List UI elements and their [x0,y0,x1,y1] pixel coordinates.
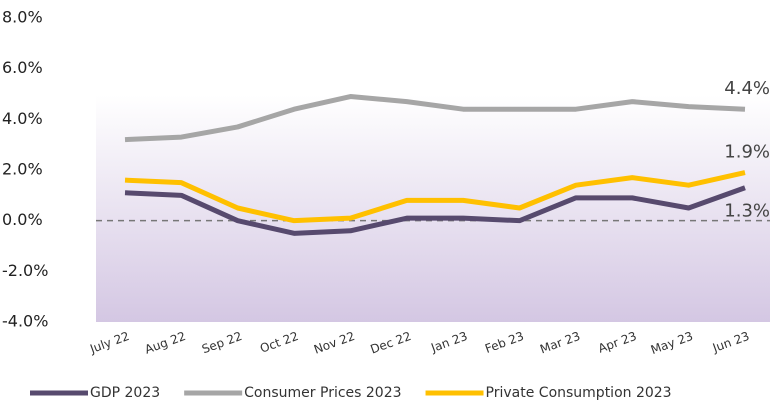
legend-label: Private Consumption 2023 [486,385,672,401]
x-tick-label: Sep 22 [200,329,244,356]
series-line [124,185,746,236]
x-tick-label: Feb 23 [483,329,526,356]
x-tick-label: Apr 23 [596,329,638,356]
legend-label: Consumer Prices 2023 [244,385,401,401]
legend-label: GDP 2023 [90,385,160,401]
y-tick-label: 0.0% [2,210,43,229]
series-line [124,94,746,143]
data-label: 1.3% [724,201,770,222]
x-tick-label: Mar 23 [538,329,582,356]
x-tick-label: Jan 23 [428,329,469,355]
x-tick-label: Aug 22 [143,329,188,357]
x-tick-label: July 22 [87,329,131,356]
y-tick-label: -4.0% [2,312,48,331]
y-tick-label: 2.0% [2,160,43,179]
series-line [124,170,746,224]
y-tick-label: 6.0% [2,58,43,77]
y-tick-label: 4.0% [2,109,43,128]
plot-background [96,95,770,322]
x-tick-label: Oct 22 [258,329,300,356]
y-tick-label: 8.0% [2,8,43,27]
x-tick-label: Jun 23 [710,329,751,355]
y-tick-label: -2.0% [2,261,48,280]
x-tick-label: May 23 [649,329,695,357]
data-label: 4.4% [724,78,770,99]
x-tick-label: Dec 22 [368,329,413,357]
data-label: 1.9% [724,142,770,163]
x-tick-label: Nov 22 [312,329,357,357]
